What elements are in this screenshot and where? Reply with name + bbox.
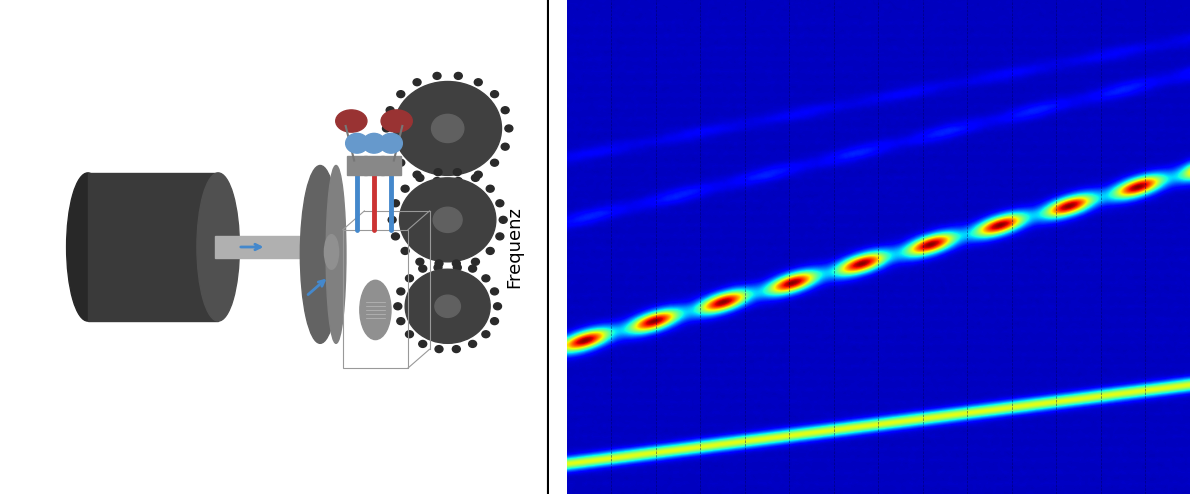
Circle shape [396, 288, 405, 295]
Circle shape [413, 79, 421, 85]
Circle shape [469, 265, 476, 272]
Circle shape [392, 233, 400, 240]
Circle shape [433, 207, 462, 232]
Circle shape [396, 159, 405, 166]
Ellipse shape [381, 110, 412, 132]
Circle shape [401, 185, 409, 192]
Circle shape [500, 216, 507, 223]
Circle shape [494, 303, 501, 310]
Circle shape [487, 247, 494, 254]
Ellipse shape [67, 173, 109, 321]
Circle shape [455, 177, 462, 184]
Circle shape [413, 171, 421, 178]
Circle shape [382, 125, 390, 132]
Bar [215, 236, 314, 258]
Circle shape [482, 275, 490, 282]
Circle shape [496, 233, 503, 240]
Circle shape [405, 269, 490, 343]
Bar [346, 156, 368, 175]
Circle shape [501, 143, 509, 150]
Circle shape [419, 265, 427, 272]
Circle shape [419, 340, 427, 347]
Circle shape [392, 200, 400, 206]
Bar [343, 230, 408, 368]
Circle shape [416, 258, 424, 265]
Circle shape [482, 331, 490, 338]
Circle shape [406, 275, 413, 282]
Ellipse shape [326, 165, 346, 343]
Circle shape [453, 168, 462, 175]
Ellipse shape [325, 235, 339, 269]
Circle shape [387, 107, 394, 114]
Circle shape [345, 133, 369, 153]
Ellipse shape [300, 165, 340, 343]
Circle shape [400, 178, 496, 262]
Circle shape [452, 260, 461, 267]
Circle shape [433, 73, 441, 80]
Circle shape [453, 264, 462, 271]
Circle shape [433, 177, 441, 184]
Text: Frequenz: Frequenz [505, 206, 524, 288]
Circle shape [490, 91, 499, 98]
Circle shape [452, 346, 461, 353]
Circle shape [436, 260, 443, 267]
Bar [381, 156, 401, 175]
Circle shape [387, 143, 394, 150]
Circle shape [455, 73, 462, 80]
Circle shape [380, 133, 402, 153]
Circle shape [475, 171, 482, 178]
Circle shape [471, 258, 480, 265]
Circle shape [394, 303, 402, 310]
Circle shape [406, 331, 413, 338]
Circle shape [490, 288, 499, 295]
Circle shape [475, 79, 482, 85]
Bar [88, 173, 218, 321]
Circle shape [416, 174, 424, 181]
Circle shape [490, 159, 499, 166]
Ellipse shape [359, 280, 392, 339]
Bar [364, 156, 384, 175]
Circle shape [434, 264, 441, 271]
Circle shape [434, 168, 441, 175]
Circle shape [505, 125, 513, 132]
Circle shape [394, 82, 501, 175]
Circle shape [471, 174, 480, 181]
Circle shape [388, 216, 396, 223]
Circle shape [432, 115, 464, 143]
Ellipse shape [336, 110, 367, 132]
Circle shape [436, 346, 443, 353]
Circle shape [469, 340, 476, 347]
Ellipse shape [196, 173, 239, 321]
Circle shape [487, 185, 494, 192]
Circle shape [401, 247, 409, 254]
Circle shape [396, 318, 405, 325]
Circle shape [396, 91, 405, 98]
Circle shape [496, 200, 503, 206]
Circle shape [490, 318, 499, 325]
Circle shape [501, 107, 509, 114]
Circle shape [363, 133, 386, 153]
Circle shape [434, 295, 461, 318]
